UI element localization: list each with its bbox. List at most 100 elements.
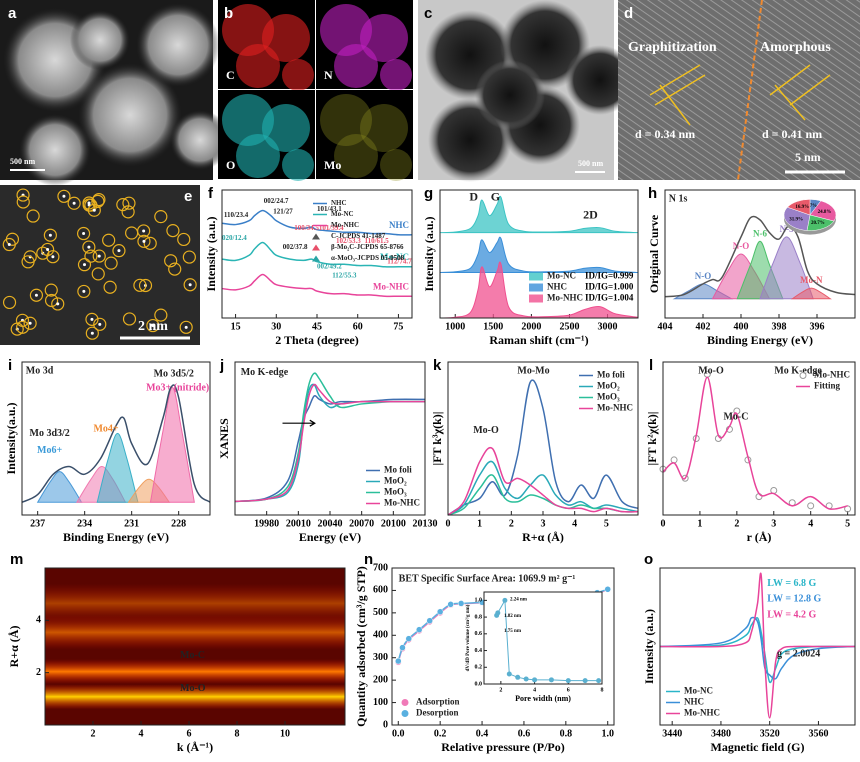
- annotation: 102/53.3: [336, 237, 361, 245]
- atom-marker: [2, 295, 17, 310]
- pie-label: 16.9%: [795, 205, 809, 210]
- legend-ratio: ID/IG=0.999: [585, 271, 634, 281]
- single-atom: [151, 324, 155, 328]
- single-atom: [82, 263, 86, 267]
- legend-label: Mo foli: [384, 465, 412, 475]
- inset-point: [506, 671, 512, 677]
- single-atom: [92, 208, 96, 212]
- x-axis-label: Raman shift (cm⁻¹): [489, 333, 588, 347]
- inset-x-tick-label: 8: [601, 687, 604, 693]
- pie-label: 7%: [810, 204, 818, 209]
- plot-frame: [447, 361, 639, 516]
- annotation: Mo4+: [93, 424, 118, 435]
- single-atom: [46, 247, 50, 251]
- atom-marker: [44, 283, 58, 297]
- x-tick-label: 0.0: [392, 728, 405, 739]
- inset-point: [596, 678, 602, 684]
- legend-label: Mo-NC: [331, 210, 354, 218]
- legend-label: Mo-NC: [684, 686, 713, 696]
- x-tick-label: 60: [353, 321, 363, 332]
- raman-area: [439, 236, 639, 273]
- atom-marker: [104, 256, 118, 270]
- single-atom: [62, 194, 66, 198]
- annotation: Mo 3d5/2: [154, 369, 194, 380]
- legend-marker: [799, 372, 807, 379]
- element-cluster: [320, 4, 372, 56]
- inset-frame: [483, 591, 603, 685]
- panel-letter: d: [624, 5, 633, 22]
- panel-letter: a: [8, 5, 17, 22]
- x-tick-label: 10: [280, 728, 290, 739]
- single-atom: [48, 233, 52, 237]
- particle: [170, 110, 230, 170]
- annotation: Mo 3d3/2: [30, 428, 70, 439]
- data-point: [457, 600, 465, 607]
- annotation: Mo6+: [37, 445, 62, 456]
- annotation: Mo-O: [698, 365, 724, 376]
- atom-marker: [85, 312, 99, 326]
- single-atom: [82, 289, 86, 293]
- single-atom: [7, 243, 11, 247]
- x-tick-label: 20130: [413, 518, 438, 529]
- x-tick-label: 237: [30, 518, 45, 529]
- legend-label: α-MoO₃-JCPDS 05-0508: [331, 254, 405, 262]
- data-line: [447, 474, 639, 516]
- legend-label: MoO₃: [384, 487, 407, 497]
- atom-marker: [103, 280, 117, 294]
- legend-label: Mo-NHC: [814, 370, 850, 380]
- particle: [70, 10, 130, 70]
- annotation: Mo-Mo: [517, 365, 549, 376]
- atom-marker: [44, 293, 59, 308]
- x-tick-label: 1000: [445, 321, 465, 332]
- x-axis-label: Binding Energy (eV): [63, 530, 169, 544]
- atom-marker: [23, 316, 37, 330]
- raman-area: [439, 195, 639, 234]
- y-axis-label: XANES: [217, 418, 231, 459]
- x-tick-label: 402: [696, 321, 711, 332]
- x-tick-label: 2000: [521, 321, 541, 332]
- inset-point: [532, 677, 538, 683]
- atom-marker: [182, 250, 196, 264]
- element-cluster: [282, 149, 314, 181]
- x-tick-label: 75: [393, 321, 403, 332]
- atom-marker: [92, 192, 106, 207]
- x-tick-label: 1: [697, 518, 702, 529]
- atom-marker: [122, 196, 136, 210]
- particle: [78, 63, 182, 167]
- element-cluster: [236, 44, 280, 88]
- data-line: [234, 372, 426, 503]
- x-tick-label: 8: [235, 728, 240, 739]
- y-axis-label: |FT k²χ(k)|: [645, 412, 659, 466]
- single-atom: [97, 254, 101, 258]
- series-label: NHC: [389, 220, 409, 230]
- atom-marker: [76, 226, 91, 241]
- plot-frame: [44, 567, 346, 726]
- heatmap-band: [45, 684, 345, 710]
- element-cluster: [334, 44, 378, 88]
- x-axis-label: Energy (eV): [299, 530, 361, 544]
- particle: [19, 114, 91, 186]
- single-atom: [117, 249, 121, 253]
- inset-y-tick-label: 0.6: [475, 631, 483, 637]
- atom-marker: [164, 254, 178, 268]
- x-tick-label: 30: [271, 321, 281, 332]
- pie-label: 20.7%: [811, 221, 825, 226]
- legend-label: β-Mo₂C-JCPDS 65-8766: [331, 243, 404, 251]
- data-line: [659, 572, 855, 719]
- atom-marker: [122, 312, 137, 326]
- panel-letter: c: [424, 5, 432, 22]
- atom-marker: [179, 320, 193, 334]
- plot-frame: [391, 567, 615, 726]
- y-tick-label: 0: [383, 719, 388, 730]
- lattice-marker: [659, 84, 691, 126]
- component-label: N-O: [695, 271, 712, 281]
- element-cluster: [222, 94, 274, 146]
- legend-label: MoO₃: [597, 392, 620, 402]
- y-axis-label: Intensity (a.u.): [642, 609, 656, 684]
- x-tick-label: 2: [509, 518, 514, 529]
- panel-letter: h: [648, 185, 657, 202]
- annotation: 020/12.4: [222, 234, 247, 242]
- x-tick-label: 20040: [318, 518, 343, 529]
- y-axis-label: Intensity (a.u.): [204, 216, 218, 291]
- annotation: 101/43.1: [317, 205, 342, 213]
